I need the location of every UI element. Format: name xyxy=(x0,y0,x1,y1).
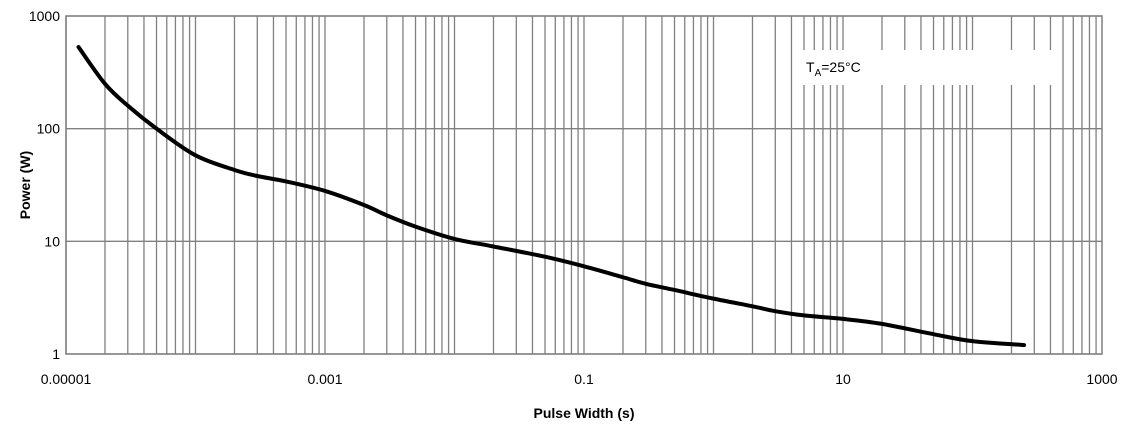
plot-area-frame xyxy=(65,15,1103,355)
y-tick-label: 10 xyxy=(44,233,60,249)
y-tick-label: 1000 xyxy=(29,8,60,24)
x-tick-label: 0.00001 xyxy=(41,371,92,387)
x-tick-label: 1000 xyxy=(1086,371,1117,387)
power-curve-line xyxy=(76,45,1027,348)
series-group xyxy=(76,45,1027,348)
annotation-background xyxy=(802,50,1052,85)
x-tick-label: 10 xyxy=(835,371,851,387)
temperature-annotation: TA=25°C xyxy=(806,59,861,79)
y-tick-label: 100 xyxy=(37,121,61,137)
annotation-main: T xyxy=(806,59,815,75)
x-tick-label: 0.001 xyxy=(307,371,342,387)
x-tick-label: 0.1 xyxy=(574,371,594,387)
annotation-rest: =25°C xyxy=(821,59,860,75)
x-tick-labels: 0.00001 0.001 0.1 10 1000 xyxy=(41,371,1118,387)
y-tick-labels: 1 10 100 1000 xyxy=(29,8,60,362)
y-tick-label: 1 xyxy=(52,346,60,362)
annotation-subscript: A xyxy=(815,68,822,79)
x-axis-title: Pulse Width (s) xyxy=(534,405,635,421)
annotation-box: TA=25°C xyxy=(802,50,1052,85)
y-axis-title: Power (W) xyxy=(17,151,33,219)
